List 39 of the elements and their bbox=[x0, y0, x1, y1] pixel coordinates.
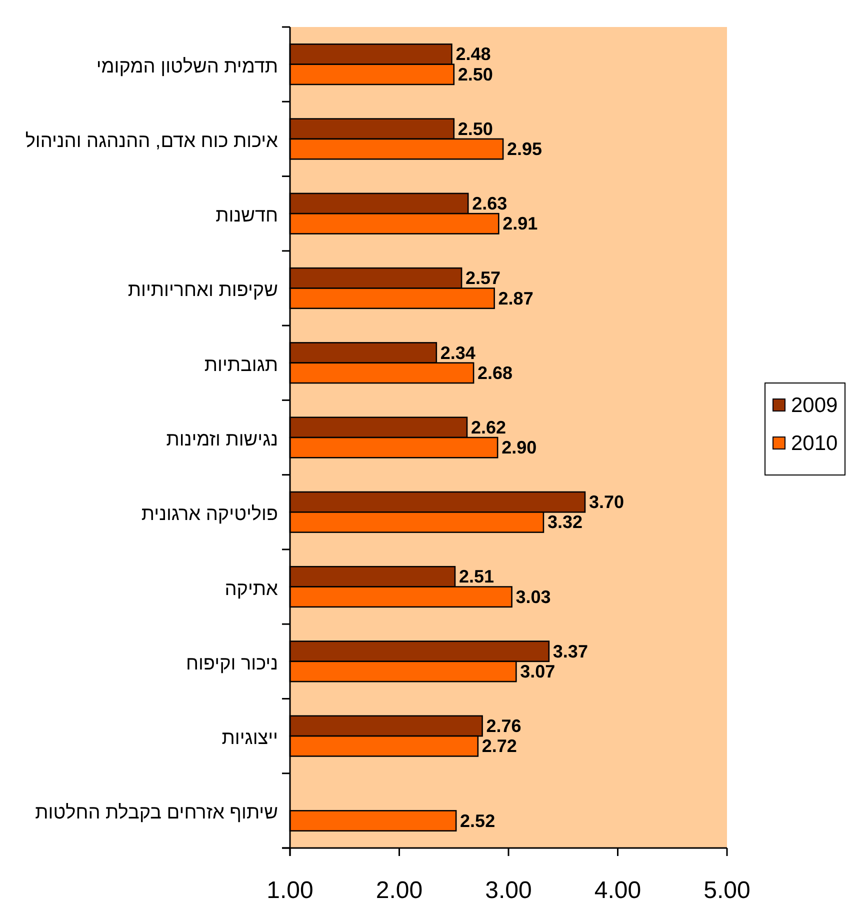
y-tick-label: איכות כוח אדם, ההנהגה והניהול bbox=[25, 130, 278, 152]
y-tick-label: שיתוף אזרחים בקבלת החלטות bbox=[35, 802, 278, 824]
x-tick-label: 1.00 bbox=[266, 877, 314, 901]
data-label: 2.50 bbox=[458, 64, 493, 84]
y-tick-label: תגובתיות bbox=[204, 354, 278, 376]
data-label: 2.62 bbox=[470, 417, 506, 438]
y-tick-label: פוליטיקה ארגונית bbox=[141, 504, 278, 526]
y-tick-label: אתיקה bbox=[224, 578, 278, 600]
x-tick-label: 4.00 bbox=[594, 877, 642, 901]
y-tick-label: תדמית השלטון המקומי bbox=[96, 56, 278, 78]
data-label: 2.95 bbox=[507, 139, 542, 160]
data-label: 2.90 bbox=[502, 438, 537, 458]
legend-label: 2010 bbox=[791, 432, 838, 455]
data-label: 2.50 bbox=[458, 118, 493, 139]
data-label: 2.48 bbox=[456, 44, 491, 64]
data-label: 2.68 bbox=[478, 362, 513, 383]
x-tick-label: 2.00 bbox=[376, 877, 423, 901]
data-label: 2.57 bbox=[466, 268, 501, 288]
data-label: 2.52 bbox=[460, 810, 496, 831]
data-label: 3.37 bbox=[552, 641, 588, 662]
y-tick-label: שקיפות ואחריותיות bbox=[128, 280, 278, 302]
data-label: 2.91 bbox=[502, 214, 538, 234]
x-tick-label: 5.00 bbox=[704, 877, 750, 901]
y-tick-label: חדשנות bbox=[216, 206, 278, 227]
data-label: 2.34 bbox=[440, 342, 476, 363]
y-tick-label: נגישות וזמינות bbox=[166, 430, 278, 450]
data-label: 3.07 bbox=[520, 661, 556, 682]
data-label: 2.87 bbox=[498, 288, 534, 308]
data-label: 2.76 bbox=[486, 716, 522, 736]
data-label: 2.51 bbox=[458, 566, 494, 587]
data-label: 3.03 bbox=[516, 586, 551, 607]
data-label: 2.63 bbox=[472, 194, 508, 214]
data-label: 3.32 bbox=[547, 512, 583, 532]
x-tick-label: 3.00 bbox=[485, 877, 532, 901]
y-tick-label: ניכור וקיפוח bbox=[186, 653, 278, 674]
legend-label: 2009 bbox=[791, 394, 838, 417]
data-label: 2.72 bbox=[482, 736, 517, 756]
y-tick-label: ייצוגיות bbox=[222, 728, 278, 750]
data-label: 3.70 bbox=[588, 492, 624, 512]
